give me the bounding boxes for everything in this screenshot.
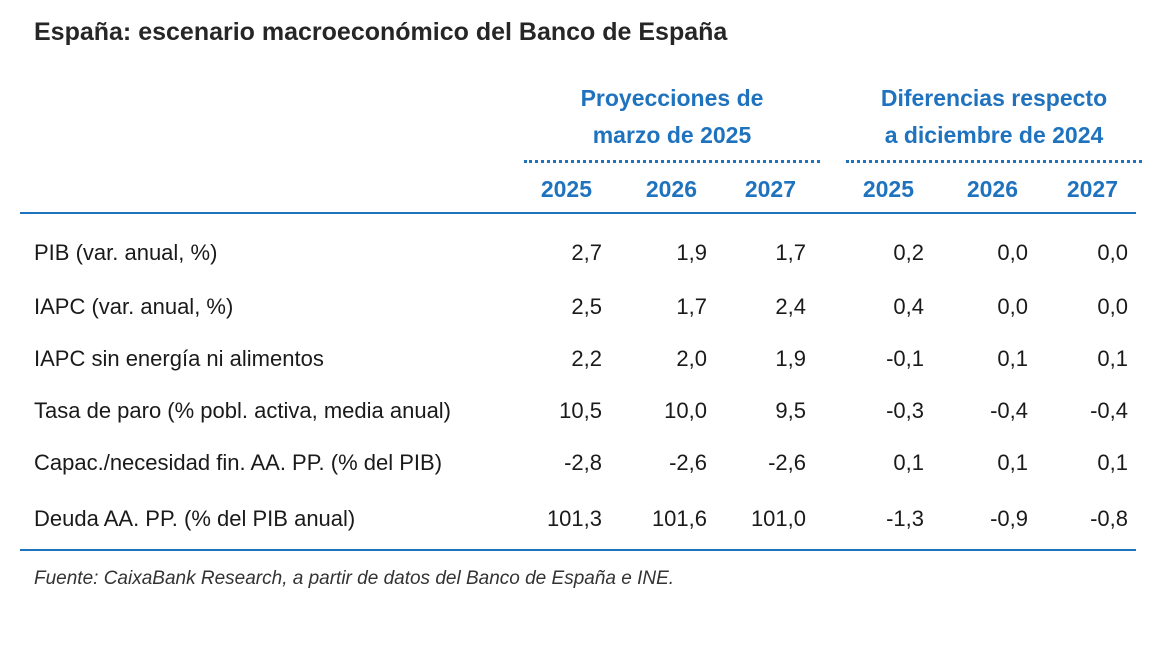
table-cell: 0,0 [1097, 240, 1128, 265]
year-header: 2026 [966, 176, 1018, 202]
year-header: 2025 [862, 176, 914, 202]
table-cell: 0,2 [893, 240, 924, 265]
table-cell: 2,0 [676, 346, 707, 371]
table-cell: -0,9 [990, 506, 1028, 531]
table-row: IAPC sin energía ni alimentos 2,2 2,0 1,… [0, 346, 1155, 376]
group-header-line: marzo de 2025 [592, 122, 752, 148]
table-cell: 2,5 [571, 294, 602, 319]
source-note: Fuente: CaixaBank Research, a partir de … [34, 568, 675, 589]
group-header-differences: Diferencias respecto a diciembre de 2024 [846, 80, 1142, 154]
header-rule [20, 212, 1136, 214]
table-cell: 1,9 [775, 346, 806, 371]
table-row: Capac./necesidad fin. AA. PP. (% del PIB… [0, 450, 1155, 480]
table-cell: -0,8 [1090, 506, 1128, 531]
row-label: PIB (var. anual, %) [34, 240, 218, 265]
table-cell: 2,2 [571, 346, 602, 371]
group-header-line: a diciembre de 2024 [884, 122, 1104, 148]
table-cell: 0,1 [1097, 450, 1128, 475]
group-divider-dotted [846, 160, 1142, 163]
group-divider-dotted [524, 160, 820, 163]
table-cell: 10,5 [559, 398, 602, 423]
footer-rule [20, 549, 1136, 551]
row-label: Capac./necesidad fin. AA. PP. (% del PIB… [34, 450, 443, 475]
row-label: IAPC (var. anual, %) [34, 294, 234, 319]
table-title: España: escenario macroeconómico del Ban… [34, 18, 728, 46]
table-cell: -0,4 [1090, 398, 1128, 423]
table-cell: 101,3 [546, 506, 602, 531]
table-cell: 2,7 [571, 240, 602, 265]
table-cell: -0,1 [886, 346, 924, 371]
year-header: 2027 [1066, 176, 1118, 202]
table-cell: 10,0 [664, 398, 707, 423]
table-cell: 2,4 [775, 294, 806, 319]
table-cell: 0,4 [893, 294, 924, 319]
row-label: Tasa de paro (% pobl. activa, media anua… [34, 398, 452, 423]
group-header-line: Diferencias respecto [880, 85, 1108, 111]
table-cell: -2,6 [669, 450, 707, 475]
table-cell: 1,7 [775, 240, 806, 265]
table-row: PIB (var. anual, %) 2,7 1,9 1,7 0,2 0,0 … [0, 240, 1155, 270]
table-cell: 0,1 [1097, 346, 1128, 371]
table-cell: 0,0 [1097, 294, 1128, 319]
table-cell: -2,8 [564, 450, 602, 475]
year-header: 2025 [540, 176, 592, 202]
table-cell: 9,5 [775, 398, 806, 423]
table-cell: -1,3 [886, 506, 924, 531]
table-cell: 0,1 [893, 450, 924, 475]
table-row: Tasa de paro (% pobl. activa, media anua… [0, 398, 1155, 428]
group-header-projections: Proyecciones de marzo de 2025 [524, 80, 820, 154]
table-cell: 101,6 [651, 506, 707, 531]
year-header: 2027 [744, 176, 796, 202]
group-header-line: Proyecciones de [580, 85, 764, 111]
table-cell: 1,9 [676, 240, 707, 265]
year-header: 2026 [645, 176, 697, 202]
table-cell: -2,6 [768, 450, 806, 475]
table-cell: 0,1 [997, 346, 1028, 371]
table-cell: 0,1 [997, 450, 1028, 475]
table-row: Deuda AA. PP. (% del PIB anual) 101,3 10… [0, 506, 1155, 536]
table-cell: -0,3 [886, 398, 924, 423]
table-row: IAPC (var. anual, %) 2,5 1,7 2,4 0,4 0,0… [0, 294, 1155, 324]
table-cell: 0,0 [997, 240, 1028, 265]
row-label: IAPC sin energía ni alimentos [34, 346, 324, 371]
table-cell: -0,4 [990, 398, 1028, 423]
table-cell: 0,0 [997, 294, 1028, 319]
table-cell: 1,7 [676, 294, 707, 319]
table-cell: 101,0 [750, 506, 806, 531]
row-label: Deuda AA. PP. (% del PIB anual) [34, 506, 356, 531]
